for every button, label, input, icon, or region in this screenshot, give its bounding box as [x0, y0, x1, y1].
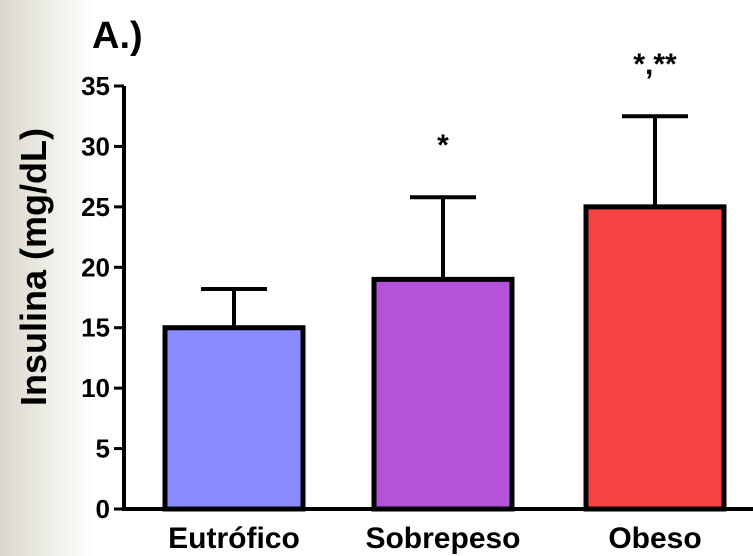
y-tick-label: 20 — [81, 252, 110, 282]
y-tick-label: 35 — [81, 71, 110, 101]
y-axis-label: Insulina (mg/dL) — [13, 128, 54, 406]
y-axis-ticks: 0 5 10 15 20 25 30 35 — [81, 71, 124, 524]
significance-marker-obeso: *,** — [633, 48, 677, 81]
bar-eutrofico — [162, 325, 306, 512]
panel-label: A.) — [92, 15, 143, 57]
bar-obeso — [583, 204, 727, 512]
y-tick-label: 0 — [96, 494, 110, 524]
significance-marker-sobrepeso: * — [437, 129, 449, 162]
x-category-label-eutrofico: Eutrófico — [168, 522, 300, 555]
y-tick-label: 10 — [81, 373, 110, 403]
y-tick-label: 25 — [81, 192, 110, 222]
significance-annotations: * *,** — [437, 48, 677, 162]
error-bars — [201, 114, 688, 328]
y-tick-label: 15 — [81, 313, 110, 343]
x-category-label-sobrepeso: Sobrepeso — [365, 522, 520, 555]
x-category-label-obeso: Obeso — [608, 522, 701, 555]
bars — [162, 204, 727, 512]
y-tick-label: 30 — [81, 131, 110, 161]
y-tick-label: 5 — [96, 434, 110, 464]
x-axis-labels: Eutrófico Sobrepeso Obeso — [168, 522, 702, 555]
bar-sobrepeso — [371, 276, 515, 512]
